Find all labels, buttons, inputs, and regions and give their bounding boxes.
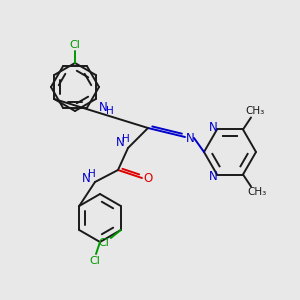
Text: N: N [82,172,90,185]
Text: CH₃: CH₃ [245,106,265,116]
Text: H: H [106,106,114,116]
Text: N: N [208,121,217,134]
Text: Cl: Cl [98,238,109,248]
Text: N: N [186,131,194,145]
Text: H: H [122,134,130,144]
Text: Cl: Cl [90,256,101,266]
Text: N: N [116,136,124,149]
Text: N: N [99,101,107,114]
Text: O: O [143,172,153,185]
Text: Cl: Cl [70,40,80,50]
Text: CH₃: CH₃ [248,187,267,196]
Text: H: H [88,169,96,179]
Text: N: N [208,170,217,183]
